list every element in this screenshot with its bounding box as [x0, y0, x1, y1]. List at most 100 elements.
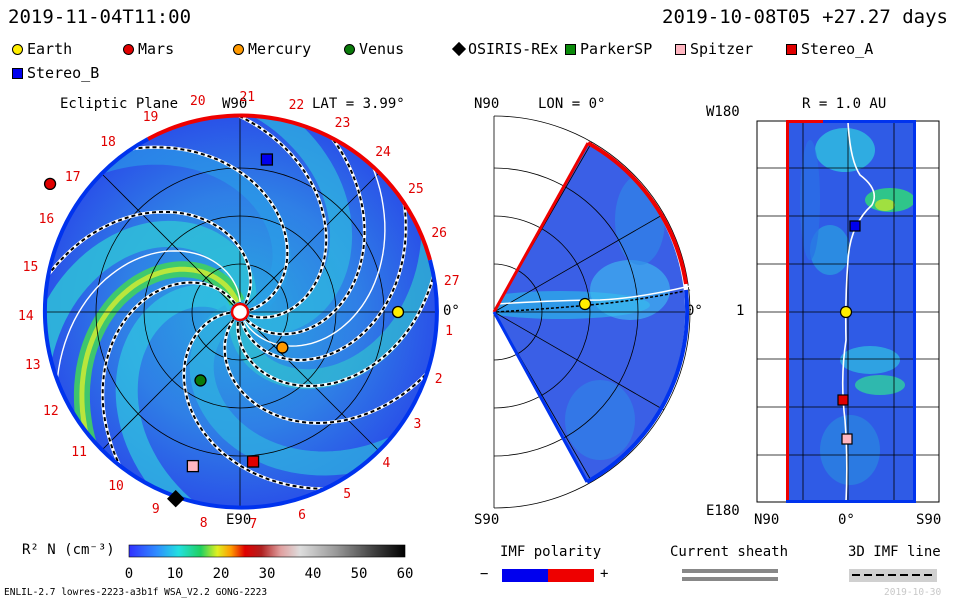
w90-label: W90: [222, 96, 248, 112]
body-venus: [194, 374, 207, 387]
carrington-label: 19: [142, 109, 159, 125]
current-sheath-title: Current sheath: [670, 544, 789, 560]
imf-line: [137, 116, 328, 319]
date-time: 2019-11-04T11:00: [8, 6, 192, 28]
stereo-a-marker-icon: [786, 43, 797, 55]
carrington-label: 26: [431, 226, 447, 242]
current-sheath-bar-2: [682, 577, 778, 581]
body-stereo_b: [260, 153, 274, 166]
legend-osiris-rex: OSIRIS-REx: [451, 40, 558, 58]
carrington-label: 6: [298, 507, 306, 523]
body-mercury: [276, 341, 289, 354]
footer-date: 2019-10-30: [884, 587, 942, 598]
body-mars: [43, 177, 57, 191]
meridional-positive-arc: [587, 141, 688, 285]
legend-parkersp: ParkerSP: [565, 40, 652, 58]
n90-right-label: N90: [754, 512, 780, 528]
imf-line: [101, 281, 236, 508]
lat-label: LAT = 3.99°: [312, 96, 405, 112]
radial-left-edge: [786, 121, 789, 502]
carrington-label: 16: [38, 212, 55, 228]
imf-polarity-title: IMF polarity: [500, 544, 602, 560]
meridional-earth-marker: [578, 297, 592, 311]
imf-line-title: 3D IMF line: [848, 544, 941, 560]
carrington-label: 27: [443, 274, 460, 290]
carrington-label: 2: [434, 372, 443, 388]
zero-label-right: 0°: [838, 512, 855, 528]
ecliptic-title: Ecliptic Plane: [60, 96, 179, 112]
imf-line: [223, 284, 436, 424]
carrington-label: 23: [334, 116, 351, 132]
imf-line: [183, 311, 425, 490]
meridional-features: [494, 175, 670, 460]
rim-negative-arc: [42, 137, 439, 510]
imf-plus: +: [600, 566, 609, 582]
carrington-label: 20: [189, 94, 206, 110]
spitzer-marker-icon: [675, 43, 686, 55]
solar-rotation-info: 2019-10-08T05 +27.27 days: [662, 6, 948, 28]
body-earth: [391, 305, 405, 319]
colorbar-tick-label: 40: [305, 566, 322, 582]
colorbar-tick-label: 30: [259, 566, 276, 582]
legend-stereo-a: Stereo_A: [786, 40, 873, 58]
ecliptic-panel: [42, 113, 439, 510]
imf-line: [245, 116, 366, 336]
carrington-label: 12: [43, 404, 59, 420]
radial-stereo-b: [849, 220, 861, 232]
body-osiris-rex: [167, 490, 185, 508]
current-sheet-line: [495, 285, 691, 305]
e90-label: E90: [226, 512, 252, 528]
meridional-grid: [493, 115, 691, 509]
colorbar-tick-label: 10: [167, 566, 184, 582]
legend-earth: Earth: [12, 40, 72, 58]
carrington-label: 5: [343, 486, 352, 502]
meridional-edge-bottom: [492, 311, 589, 483]
legend-spitzer: Spitzer: [675, 40, 753, 58]
sun-inner-boundary: [230, 302, 250, 322]
carrington-label: 1: [445, 323, 453, 339]
carrington-label: 7: [249, 517, 258, 533]
mars-marker-icon: [123, 43, 134, 55]
colorbar-tick-label: 60: [397, 566, 414, 582]
w180-label: W180: [706, 104, 740, 120]
body-spitzer: [186, 459, 200, 473]
radial-features: [800, 128, 914, 485]
legend-mercury: Mercury: [233, 40, 311, 58]
carrington-label: 15: [22, 259, 39, 275]
one-label: 1: [736, 303, 745, 319]
imf-line: [44, 146, 289, 311]
parker-marker-icon: [565, 43, 576, 55]
rim-positive-arc: [147, 113, 432, 261]
colorbar-label: R² N (cm⁻³): [22, 542, 115, 558]
colorbar-tick-label: 50: [351, 566, 368, 582]
earth-marker-icon: [12, 43, 23, 55]
footer-model: ENLIL-2.7 lowres-2223-a3b1f WSA_V2.2 GON…: [4, 587, 268, 598]
carrington-label: 25: [408, 182, 424, 198]
colorbar-ticks: 0 10 20 30 40 50 60: [125, 566, 414, 582]
zero-label-left: 0°: [443, 303, 460, 319]
radial-right-edge: [913, 121, 916, 502]
carrington-label: 24: [375, 144, 391, 160]
meridional-negative-arc: [586, 289, 690, 484]
radial-current-sheet: [841, 121, 876, 503]
carrington-label: 14: [18, 308, 34, 324]
legend-mars: Mars: [123, 40, 174, 58]
radial-earth: [839, 305, 853, 319]
carrington-label: 21: [239, 90, 256, 106]
carrington-label: 10: [108, 478, 124, 494]
carrington-label: 3: [413, 417, 422, 433]
meridional-panel: [492, 115, 691, 509]
current-sheath-bar-1: [682, 569, 778, 573]
carrington-label: 22: [288, 97, 305, 113]
imf-negative-swatch: [502, 569, 548, 582]
carrington-label: 8: [199, 515, 208, 531]
s90-right-label: S90: [916, 512, 942, 528]
n90-label: N90: [474, 96, 500, 112]
imf-line: [240, 116, 407, 362]
r-label: R = 1.0 AU: [802, 96, 887, 112]
mercury-marker-icon: [233, 43, 244, 55]
colorbar-tick-label: 0: [125, 566, 133, 582]
lon-label: LON = 0°: [538, 96, 606, 112]
imf-positive-swatch: [548, 569, 594, 582]
